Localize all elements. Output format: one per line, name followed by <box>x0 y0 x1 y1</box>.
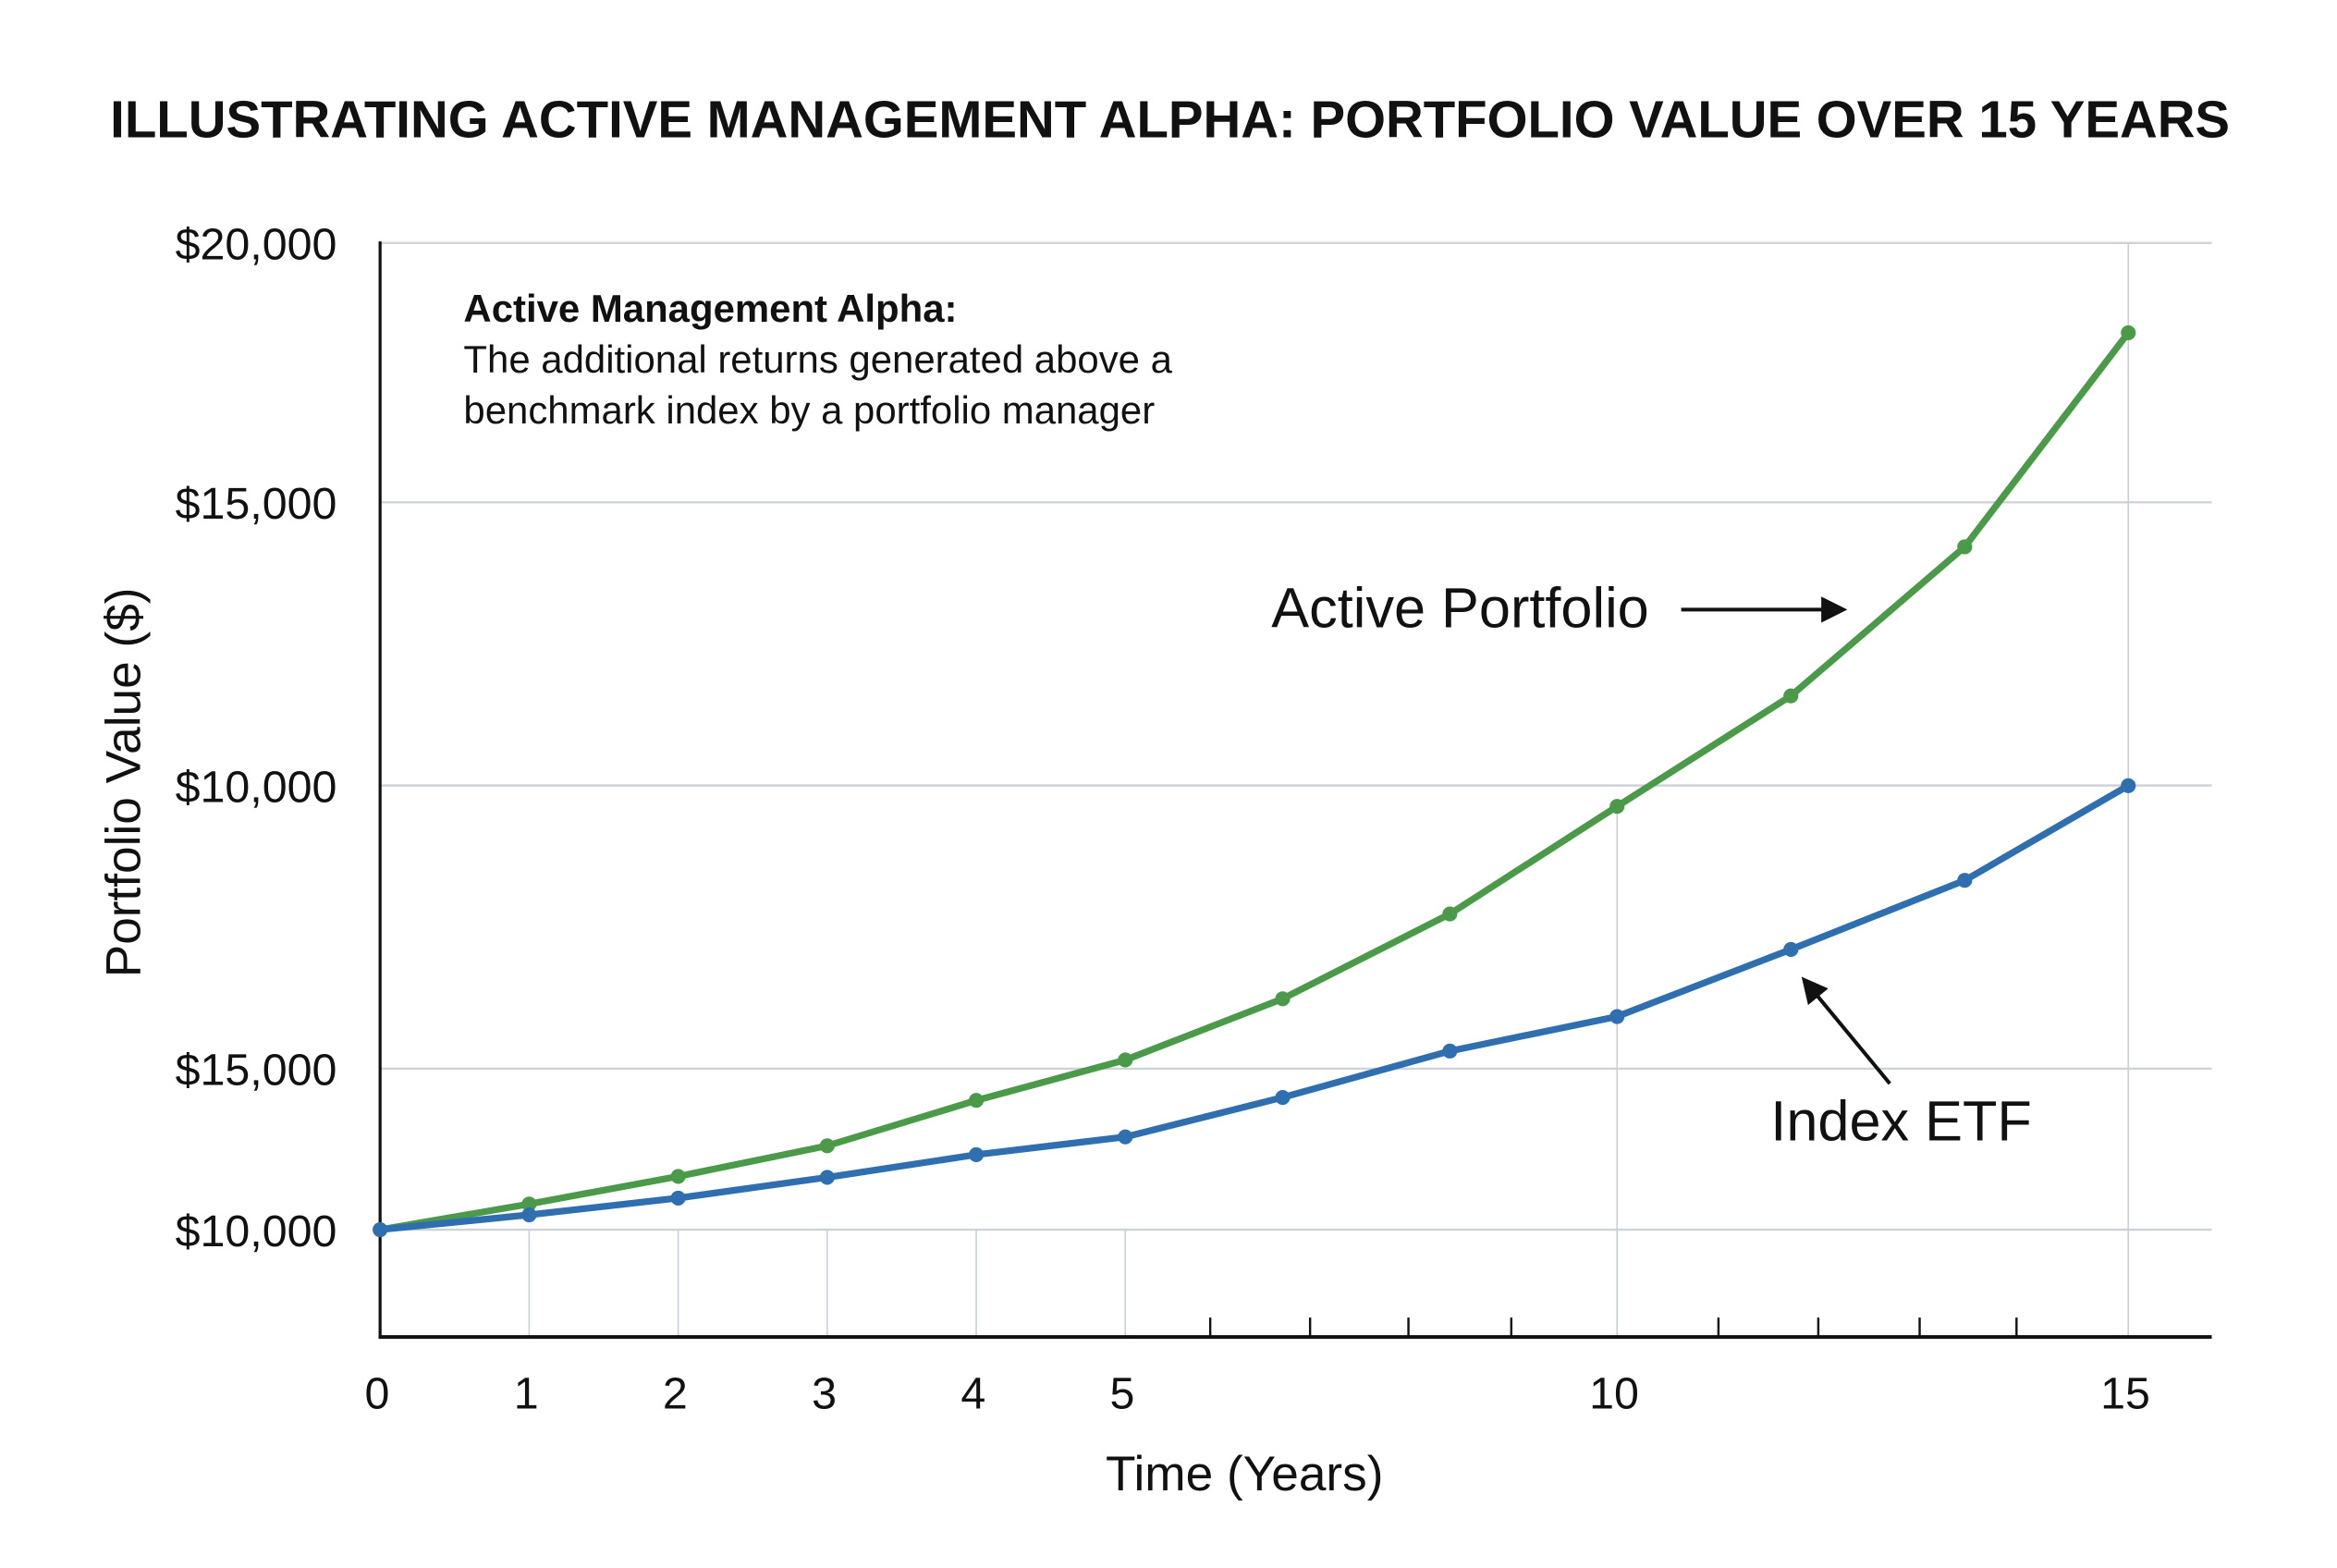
data-point <box>1118 1052 1133 1068</box>
label-active-portfolio: Active Portfolio <box>1271 577 1649 640</box>
x-tick-label: 2 <box>663 1368 688 1418</box>
data-point <box>1609 799 1625 815</box>
data-point <box>819 1138 835 1154</box>
data-point <box>670 1190 686 1206</box>
data-point <box>2121 778 2136 793</box>
note-line-2: benchmark index by a portfolio manager <box>463 388 1155 432</box>
x-tick-label: 15 <box>2100 1368 2150 1418</box>
x-tick-label: 0 <box>364 1368 389 1418</box>
data-point <box>968 1093 985 1109</box>
data-point <box>968 1146 985 1162</box>
data-point <box>670 1169 686 1184</box>
x-tick-label: 1 <box>514 1368 539 1418</box>
series-line <box>379 330 2132 1233</box>
note-heading: Active Management Alpha: <box>463 287 957 330</box>
x-axis-label: Time (Years) <box>1106 1447 1383 1501</box>
note-line-1: The additional returns generated above a <box>463 337 1172 381</box>
x-tick-label: 3 <box>812 1368 837 1418</box>
data-point <box>521 1196 537 1212</box>
label-index-etf: Index ETF <box>1770 1089 2032 1152</box>
x-tick-label: 5 <box>1110 1368 1135 1418</box>
y-tick-label: $15,000 <box>176 1046 337 1096</box>
x-tick-label: 4 <box>960 1368 985 1418</box>
data-point <box>1783 941 1799 957</box>
series-line <box>379 782 2131 1233</box>
y-axis-ticks: $20,000 $15,000 $10,000 $15,000 $10,000 <box>176 220 337 1256</box>
series-group <box>373 325 2136 1238</box>
data-point <box>521 1207 537 1223</box>
data-point <box>1957 873 1973 888</box>
definition-note: Active Management Alpha: The additional … <box>463 287 1172 432</box>
y-tick-label: $10,000 <box>176 1207 337 1256</box>
data-point <box>1118 1129 1133 1145</box>
arrow-index-etf <box>1801 976 1891 1085</box>
data-point <box>1275 1089 1291 1106</box>
data-point <box>1957 539 1973 555</box>
x-axis-ticks: 0 1 2 3 4 5 10 15 <box>364 1317 2150 1418</box>
y-tick-label: $10,000 <box>176 762 337 812</box>
y-tick-label: $15,000 <box>176 479 337 529</box>
data-point <box>1609 1009 1625 1024</box>
x-tick-label: 10 <box>1589 1368 1639 1418</box>
data-point <box>1783 688 1799 704</box>
series-index-etf <box>373 778 2136 1238</box>
chart-title: ILLUSTRATING ACTIVE MANAGEMENT ALPHA: PO… <box>110 90 2230 148</box>
y-axis-label: Portfolio Value ($) <box>97 588 152 978</box>
data-point <box>2121 325 2136 340</box>
data-point <box>1275 991 1291 1007</box>
data-point <box>819 1170 835 1185</box>
data-point <box>1442 906 1458 922</box>
y-tick-label: $20,000 <box>176 220 337 270</box>
data-point <box>1442 1043 1458 1059</box>
data-point <box>373 1221 388 1238</box>
